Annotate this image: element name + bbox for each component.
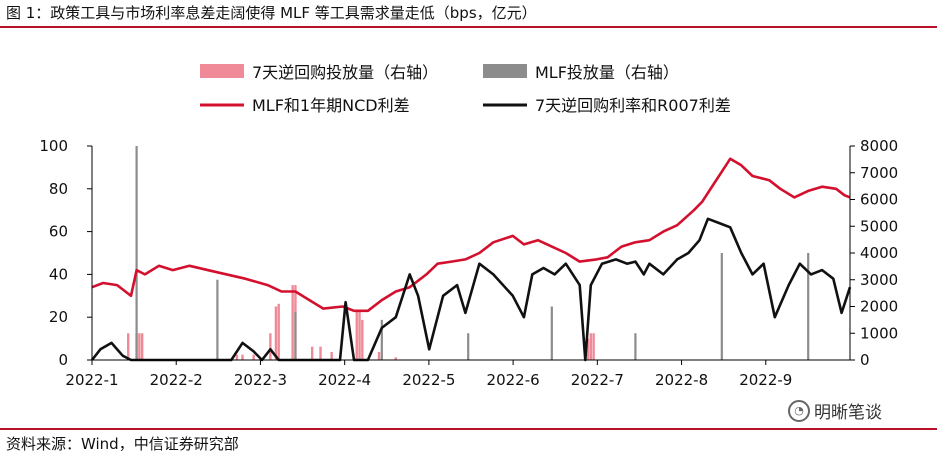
rr_volume-bar: [330, 351, 333, 360]
legend: 7天逆回购投放量（右轴） MLF投放量（右轴） MLF和1年期NCD利差 7天逆回购利…: [200, 63, 731, 115]
rr_volume-bar: [592, 333, 595, 360]
rr_volume-bar: [252, 354, 255, 360]
x-tick-label: 2022-4: [318, 371, 371, 389]
wechat-icon: ◔: [788, 399, 810, 422]
right-tick-label: 1000: [860, 324, 898, 342]
rr_volume-bar: [589, 333, 593, 360]
x-tick-label: 2022-9: [739, 371, 792, 389]
x-tick-label: 2022-7: [571, 371, 624, 389]
right-tick-label: 3000: [860, 271, 898, 289]
rr_volume-bar: [319, 346, 322, 360]
left-tick-label: 60: [49, 223, 68, 241]
rr_volume-bar: [235, 354, 239, 360]
rr_volume-bar: [358, 311, 361, 360]
mlf_volume-bar: [135, 146, 138, 360]
rr_volume-bar: [394, 357, 397, 360]
lines-layer: [90, 157, 852, 362]
x-tick-label: 2022-8: [655, 371, 708, 389]
left-tick-label: 80: [49, 180, 68, 198]
title-rule: [0, 26, 937, 28]
left-tick-label: 0: [58, 351, 68, 369]
source-rule: [0, 428, 937, 430]
right-tick-label: 7000: [860, 164, 898, 182]
x-tick-label: 2022-1: [65, 371, 118, 389]
watermark: ◔ 明晰笔谈: [788, 398, 882, 423]
rr_volume-bar: [269, 333, 272, 360]
x-tick-label: 2022-2: [150, 371, 203, 389]
left-tick-label: 40: [49, 265, 68, 283]
rr_r007_spread-line: [90, 217, 852, 362]
rr_volume-bar: [586, 338, 590, 360]
rr_volume-bar: [140, 333, 144, 360]
right-tick-label: 8000: [860, 137, 898, 155]
x-tick-label: 2022-5: [402, 371, 455, 389]
rr_volume-bar: [377, 351, 381, 360]
axes-layer: 100 80 60 40 20 0 8000 7000 6000 5000 4000 3000 2000…: [39, 137, 898, 389]
rr_volume-bar: [361, 319, 364, 360]
legend-label-rr_r007_spread: 7天逆回购利率和R007利差: [535, 96, 731, 115]
mlf_volume-bar: [380, 319, 383, 360]
left-tick-label: 20: [49, 308, 68, 326]
legend-label-mlf_ncd_spread: MLF和1年期NCD利差: [252, 96, 410, 115]
legend-swatch-mlf_volume: [483, 64, 527, 78]
x-tick-label: 2022-3: [234, 371, 287, 389]
rr_volume-bar: [277, 303, 280, 360]
watermark-text: 明晰笔谈: [814, 403, 882, 423]
mlf_volume-bar: [720, 253, 723, 360]
rr_volume-bar: [291, 285, 294, 360]
rr_volume-bar: [127, 333, 130, 360]
mlf_volume-bar: [634, 333, 637, 360]
rr_volume-bar: [138, 333, 141, 360]
chart: 7天逆回购投放量（右轴） MLF投放量（右轴） MLF和1年期NCD利差 7天逆回购利…: [39, 63, 898, 389]
right-tick-label: 4000: [860, 244, 898, 262]
mlf_volume-bar: [550, 306, 553, 360]
right-tick-label: 5000: [860, 217, 898, 235]
mlf_volume-bar: [467, 333, 470, 360]
legend-label-mlf_volume: MLF投放量（右轴）: [535, 63, 679, 82]
mlf_volume-bar: [294, 311, 297, 360]
rr_volume-bar: [355, 311, 358, 360]
mlf_volume-bar: [216, 279, 219, 360]
rr_volume-bar: [241, 354, 244, 360]
chart-title: 图 1：政策工具与市场利率息差走阔使得 MLF 等工具需求量走低（bps，亿元）: [6, 4, 537, 22]
left-tick-label: 100: [39, 137, 68, 155]
right-tick-label: 6000: [860, 191, 898, 209]
rr_volume-bar: [274, 306, 278, 360]
mlf_volume-bar: [807, 253, 810, 360]
legend-label-rr_volume: 7天逆回购投放量（右轴）: [252, 63, 438, 82]
rr_volume-bar: [310, 346, 314, 360]
right-tick-label: 0: [860, 351, 870, 369]
right-tick-label: 2000: [860, 298, 898, 316]
mlf_ncd_spread-line: [91, 157, 851, 313]
bars-layer: [127, 146, 810, 360]
x-tick-label: 2022-6: [487, 371, 540, 389]
legend-swatch-rr_volume: [200, 64, 244, 78]
source-note: 资料来源：Wind，中信证券研究部: [6, 435, 239, 453]
